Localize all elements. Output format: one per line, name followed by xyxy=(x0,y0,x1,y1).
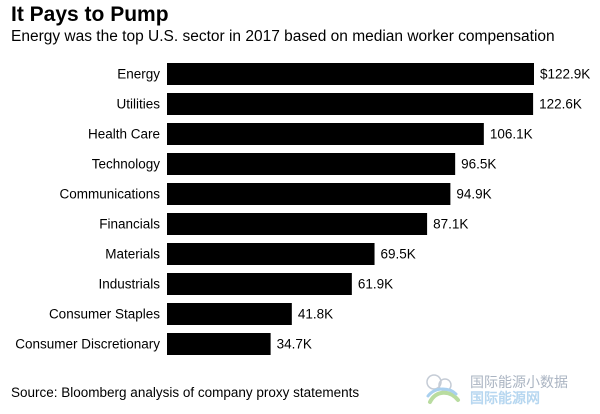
value-label: 94.9K xyxy=(456,187,491,202)
category-label: Consumer Staples xyxy=(49,307,160,322)
value-label: 96.5K xyxy=(461,157,496,172)
value-label: 87.1K xyxy=(433,217,468,232)
value-label: 106.1K xyxy=(490,127,533,142)
chart-subtitle: Energy was the top U.S. sector in 2017 b… xyxy=(11,28,555,45)
bar xyxy=(167,153,456,175)
value-label: 34.7K xyxy=(277,337,312,352)
category-label: Financials xyxy=(99,217,160,232)
value-label: 61.9K xyxy=(358,277,393,292)
value-label: $122.9K xyxy=(540,67,590,82)
bar xyxy=(167,273,352,295)
bar xyxy=(167,123,484,145)
bar xyxy=(167,333,271,355)
category-label: Utilities xyxy=(116,97,160,112)
chart-title: It Pays to Pump xyxy=(11,3,169,26)
bar xyxy=(167,63,534,85)
bar xyxy=(167,183,451,205)
value-label: 41.8K xyxy=(298,307,333,322)
watermark-subtext: 国际能源网 xyxy=(470,390,540,406)
category-label: Health Care xyxy=(88,127,160,142)
category-label: Materials xyxy=(105,247,160,262)
bar xyxy=(167,243,375,265)
category-label: Technology xyxy=(92,157,161,172)
watermark: 国际能源小数据 国际能源网 xyxy=(420,370,588,408)
source-note: Source: Bloomberg analysis of company pr… xyxy=(11,385,360,400)
category-label: Energy xyxy=(117,67,160,82)
watermark-logo-icon xyxy=(426,374,460,404)
category-label: Industrials xyxy=(98,277,160,292)
category-label: Consumer Discretionary xyxy=(15,337,160,352)
category-label: Communications xyxy=(59,187,160,202)
value-label: 122.6K xyxy=(539,97,582,112)
bar xyxy=(167,93,534,115)
bar-chart: Energy $122.9K Utilities 122.6K Health Care 1… xyxy=(15,63,590,355)
value-label: 69.5K xyxy=(381,247,416,262)
watermark-text: 国际能源小数据 xyxy=(470,374,568,390)
bar xyxy=(167,213,428,235)
bar xyxy=(167,303,292,325)
